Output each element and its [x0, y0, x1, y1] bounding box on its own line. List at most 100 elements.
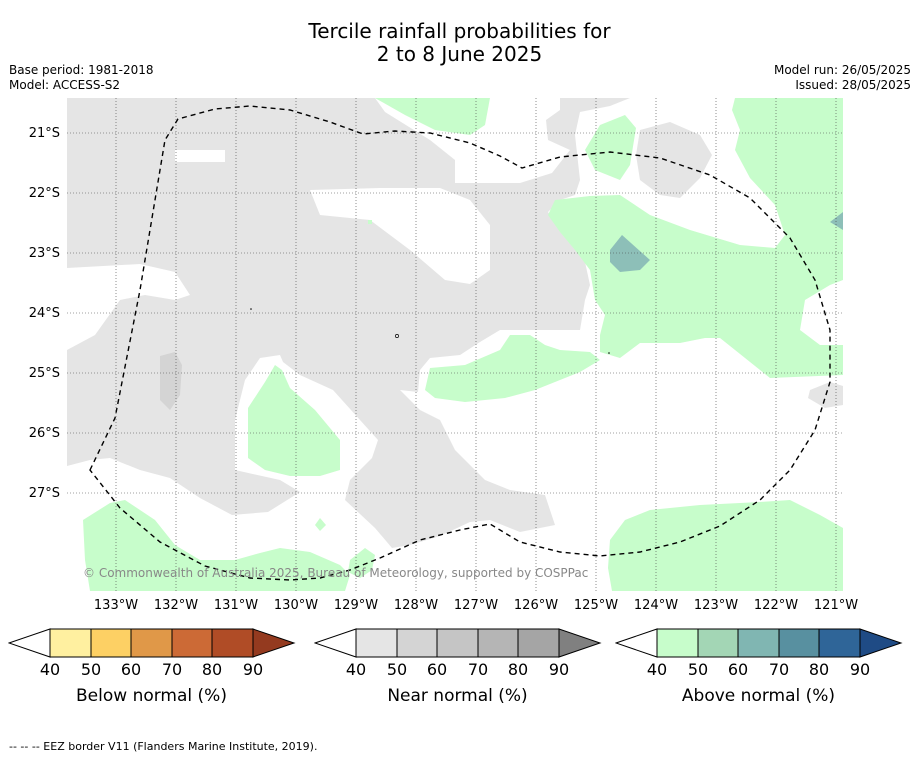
near-normal-region [636, 122, 712, 198]
colorbar-tick: 40 [39, 660, 61, 679]
colorbar-bin [518, 629, 559, 657]
lon-label: 129°W [333, 598, 379, 613]
colorbar-tick: 70 [467, 660, 489, 679]
colorbar-bin [397, 629, 437, 657]
colorbar-title: Above normal (%) [681, 686, 836, 706]
lon-label: 122°W [753, 598, 799, 613]
above-normal-region [585, 115, 636, 180]
colorbar-tick: 60 [120, 660, 142, 679]
colorbar-bin [819, 629, 860, 657]
above-normal-region [315, 518, 326, 531]
map-svg [67, 98, 843, 591]
colorbar-below-normal [8, 628, 296, 658]
lat-label: 21°S [28, 126, 60, 141]
above-normal-region [375, 98, 490, 135]
above-normal-region [548, 98, 843, 378]
above-normal-region [248, 365, 340, 476]
lon-label: 127°W [453, 598, 499, 613]
lat-label: 25°S [28, 366, 60, 381]
above-normal-region [425, 335, 600, 402]
gridlines [67, 98, 843, 591]
island-marker [608, 352, 610, 354]
title-line-2: 2 to 8 June 2025 [376, 42, 543, 66]
base-period: Base period: 1981-2018 [9, 63, 154, 77]
model-run: Model run: 26/05/2025 [773, 63, 911, 77]
copyright-notice: © Commonwealth of Australia 2025, Bureau… [83, 566, 589, 580]
colorbar-tick: 70 [768, 660, 790, 679]
lon-label: 128°W [393, 598, 439, 613]
above-normal-region [368, 220, 372, 224]
near-normal-50-region [160, 352, 182, 410]
colorbar-tick: 50 [80, 660, 102, 679]
lat-label: 23°S [28, 246, 60, 261]
island-marker [250, 308, 252, 310]
lat-label: 22°S [28, 186, 60, 201]
colorbar-bin [50, 629, 91, 657]
chart-title: Tercile rainfall probabilities for 2 to … [0, 20, 919, 66]
colorbar-extend-low [314, 628, 357, 658]
colorbar-extend-high [859, 628, 903, 658]
above-normal-region [348, 548, 375, 578]
colorbar-tick: 90 [849, 660, 871, 679]
colorbar-extend-low [615, 628, 658, 658]
map-panel [67, 98, 843, 591]
colorbar-bin [478, 629, 518, 657]
colorbar-tick: 60 [727, 660, 749, 679]
colorbar-title: Below normal (%) [76, 686, 227, 706]
colorbar-bin [131, 629, 172, 657]
colorbar-bin [738, 629, 779, 657]
above-normal-region [608, 500, 843, 591]
colorbar-bin [657, 629, 698, 657]
colorbar-tick: 50 [687, 660, 709, 679]
colorbar-tick: 40 [345, 660, 367, 679]
lon-label: 126°W [513, 598, 559, 613]
above-normal-60-region [610, 235, 650, 272]
lon-label: 124°W [633, 598, 679, 613]
colorbar-tick: 90 [548, 660, 570, 679]
colorbar-extend-low [8, 628, 51, 658]
colorbar-tick: 60 [426, 660, 448, 679]
above-normal-60-region [830, 212, 843, 230]
colorbar-extend-high [558, 628, 602, 658]
lon-label: 132°W [153, 598, 199, 613]
near-normal-region [67, 98, 630, 548]
island-marker [395, 334, 399, 338]
colorbar-bin [698, 629, 738, 657]
colorbar-bin [91, 629, 131, 657]
lat-label: 27°S [28, 486, 60, 501]
lon-label: 125°W [573, 598, 619, 613]
near-normal-region [270, 120, 330, 135]
colorbar-tick: 70 [161, 660, 183, 679]
near-normal-region [808, 382, 843, 408]
colorbar-tick: 80 [507, 660, 529, 679]
colorbar-bin [212, 629, 253, 657]
lat-label: 24°S [28, 306, 60, 321]
colorbar-bin [356, 629, 397, 657]
model-name: Model: ACCESS-S2 [9, 78, 121, 92]
colorbar-tick: 80 [201, 660, 223, 679]
lon-label: 133°W [93, 598, 139, 613]
colorbar-near-normal [314, 628, 602, 658]
eez-border [89, 105, 831, 581]
colorbar-title: Near normal (%) [387, 686, 528, 706]
lon-label: 131°W [213, 598, 259, 613]
lon-label: 121°W [813, 598, 859, 613]
meta-right: Model run: 26/05/2025 Issued: 28/05/2025 [774, 63, 911, 93]
colorbar-extend-high [252, 628, 296, 658]
issued-date: Issued: 28/05/2025 [795, 78, 911, 92]
lon-label: 130°W [273, 598, 319, 613]
lon-label: 123°W [693, 598, 739, 613]
colorbar-tick: 50 [386, 660, 408, 679]
colorbar-tick: 90 [242, 660, 264, 679]
colorbar-bin [172, 629, 212, 657]
colorbar-bin [437, 629, 478, 657]
colorbar-tick: 80 [808, 660, 830, 679]
above-normal-region [83, 500, 350, 591]
colorbar-bin [779, 629, 819, 657]
colorbar-tick: 40 [646, 660, 668, 679]
meta-left: Base period: 1981-2018 Model: ACCESS-S2 [9, 63, 154, 93]
lat-label: 26°S [28, 426, 60, 441]
eez-footnote: -- -- -- EEZ border V11 (Flanders Marine… [9, 740, 318, 753]
colorbar-above-normal [615, 628, 903, 658]
title-line-1: Tercile rainfall probabilities for [308, 19, 611, 43]
